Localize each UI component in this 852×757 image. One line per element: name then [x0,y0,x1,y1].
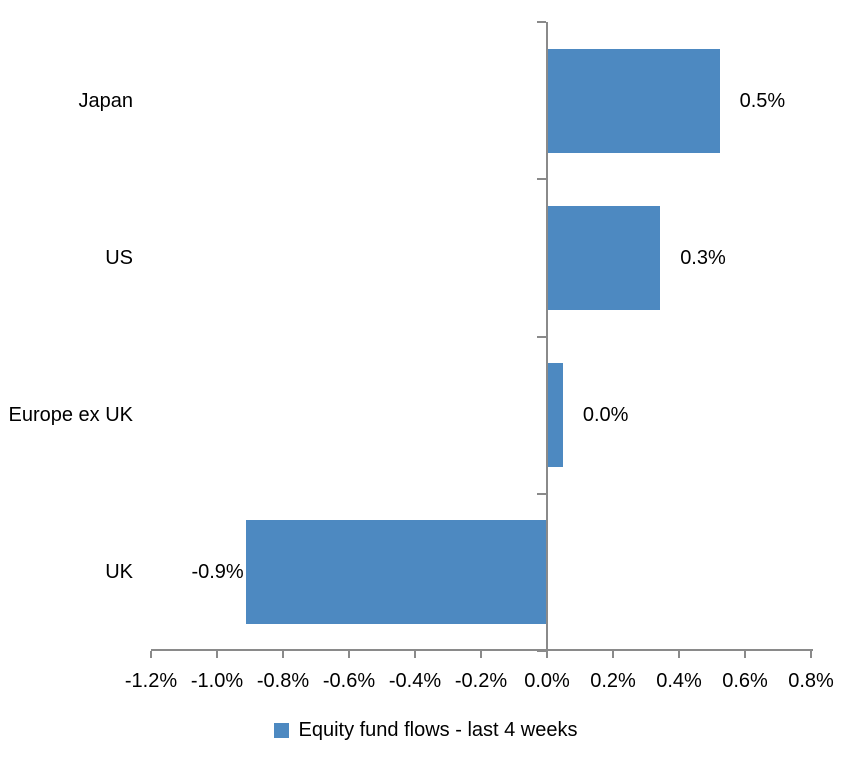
x-axis-tick [282,651,284,658]
bar-uk [245,520,546,625]
x-axis-tick [150,651,152,658]
x-axis-tick-label: -0.2% [454,670,508,692]
category-label-europe-ex-uk: Europe ex UK [8,404,133,427]
category-label-uk: UK [105,561,133,584]
x-axis-tick [348,651,350,658]
y-axis-tick [537,21,546,23]
y-axis-tick [537,178,546,181]
x-axis-tick-label: 0.8% [788,670,834,692]
x-axis-tick [810,651,812,658]
x-axis-tick-label: 0.4% [656,670,702,692]
bar-europe-ex-uk [548,363,563,468]
category-label-japan: Japan [78,89,134,112]
category-label-us: US [105,246,133,269]
y-axis-tick [537,492,546,495]
x-axis-tick [612,651,614,658]
bar-us [548,205,661,310]
x-axis-tick [414,651,416,658]
x-axis-tick-label: -0.4% [388,670,442,692]
x-axis-tick-label: 0.2% [590,670,636,692]
x-axis-line [151,649,813,651]
x-axis-tick [546,651,548,658]
x-axis-tick-label: 0.0% [524,670,570,692]
x-axis-tick-label: 0.6% [722,670,768,692]
x-axis-tick-label: -0.6% [322,670,376,692]
legend: Equity fund flows - last 4 weeks [0,719,852,742]
legend-label: Equity fund flows - last 4 weeks [298,719,578,741]
x-axis-tick [480,651,482,658]
data-label-europe-ex-uk: 0.0% [582,404,629,427]
data-label-uk: -0.9% [191,561,244,584]
x-axis-tick-label: -0.8% [256,670,310,692]
x-axis-tick-label: -1.0% [190,670,244,692]
data-label-japan: 0.5% [739,89,786,112]
y-axis-tick [537,335,546,338]
x-axis-tick [216,651,218,658]
x-axis-tick [744,651,746,658]
x-axis-tick [678,651,680,658]
data-label-us: 0.3% [680,246,726,269]
x-axis-tick-label: -1.2% [124,670,178,692]
y-axis-tick [537,650,546,652]
y-axis-line [546,22,548,653]
bar-japan [548,48,720,153]
legend-swatch-icon [274,723,290,738]
